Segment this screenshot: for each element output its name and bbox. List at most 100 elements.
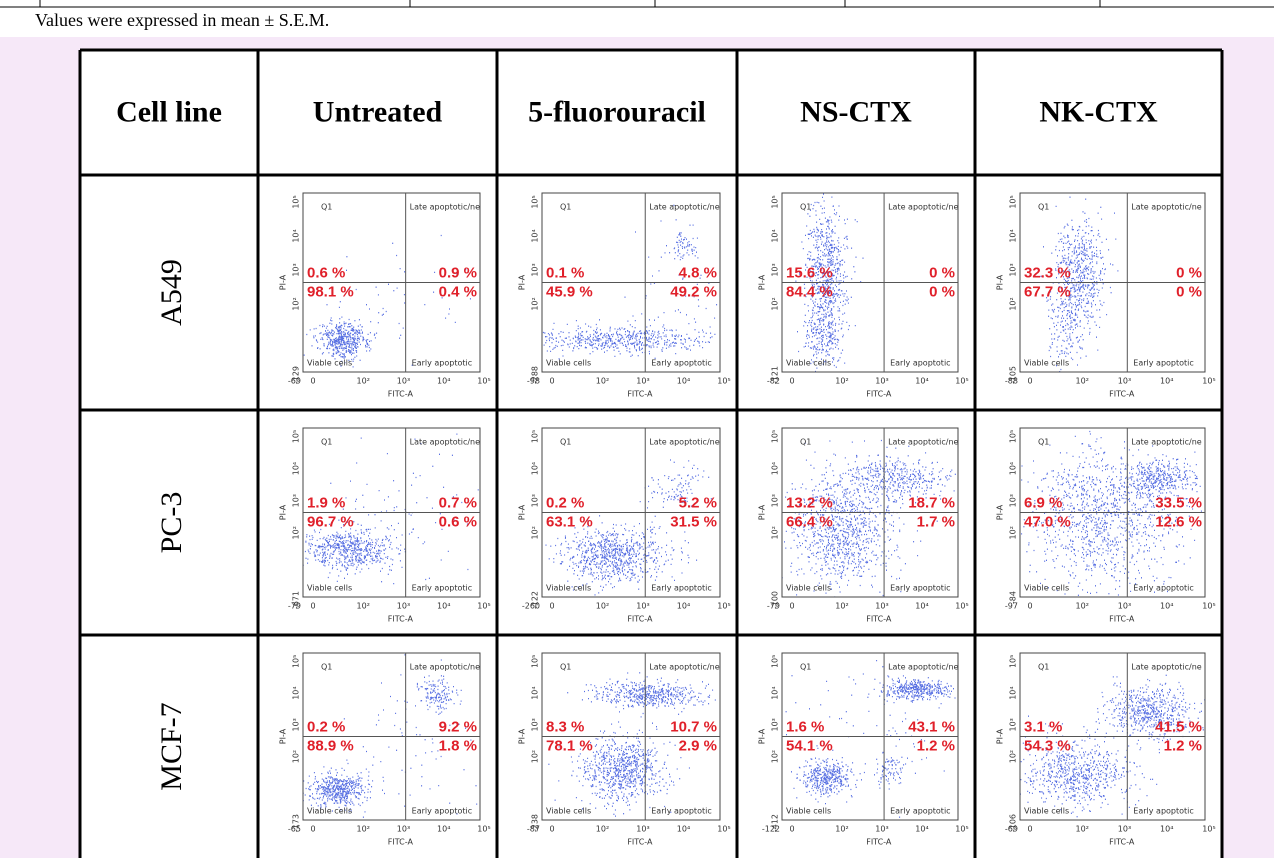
y-tick-label: 10⁵	[531, 655, 540, 668]
gate-label: Viable cells	[546, 359, 591, 368]
quadrant-percent: 0.1 %	[546, 264, 584, 281]
gate-label: Early apoptotic	[412, 359, 473, 368]
quadrant-percent: 4.8 %	[679, 264, 717, 281]
quadrant-percent: 0.2 %	[546, 494, 584, 511]
column-header: Untreated	[313, 95, 443, 128]
x-tick-label: 10⁴	[437, 825, 450, 834]
y-axis-label: PI-A	[518, 504, 527, 520]
y-tick-label: 10⁵	[771, 655, 780, 668]
x-tick-label: 10⁵	[955, 825, 968, 834]
quadrant-percent: 41.5 %	[1155, 718, 1202, 735]
x-tick-label: 10⁴	[437, 602, 450, 611]
quadrant-percent: 0 %	[1176, 283, 1202, 300]
x-tick-label: -69	[1005, 825, 1018, 834]
gate-label: Viable cells	[1024, 359, 1069, 368]
x-tick-label: 10²	[835, 602, 848, 611]
gate-label: Late apoptotic/ne	[649, 438, 719, 447]
x-tick-label: 10⁵	[477, 377, 490, 386]
x-tick-label: 0	[789, 377, 794, 386]
y-axis-label: PI-A	[758, 504, 767, 520]
x-tick-label: 10³	[397, 825, 410, 834]
y-tick-label: 10⁴	[292, 462, 301, 475]
x-axis-label: FITC-A	[627, 838, 653, 847]
x-tick-label: -69	[288, 377, 301, 386]
x-tick-label: 10²	[596, 602, 609, 611]
x-tick-label: 10²	[596, 825, 609, 834]
x-tick-label: 10³	[875, 377, 888, 386]
x-tick-label: 0	[1027, 377, 1032, 386]
y-tick-label: 10²	[531, 526, 540, 539]
caption: Values were expressed in mean ± S.E.M.	[35, 10, 329, 30]
gate-label: Viable cells	[786, 584, 831, 593]
x-tick-label: 10³	[397, 377, 410, 386]
gate-label: Viable cells	[1024, 807, 1069, 816]
x-tick-label: 10³	[1118, 602, 1131, 611]
gate-label: Early apoptotic	[890, 584, 951, 593]
x-tick-label: -98	[527, 377, 540, 386]
x-tick-label: 10⁵	[717, 377, 730, 386]
quadrant-percent: 33.5 %	[1155, 494, 1202, 511]
x-tick-label: 10⁴	[915, 825, 928, 834]
gate-label: Q1	[560, 438, 571, 447]
gate-label: Q1	[321, 663, 332, 672]
y-tick-label: 10²	[292, 750, 301, 763]
x-tick-label: -79	[767, 602, 780, 611]
gate-label: Q1	[800, 203, 811, 212]
gate-label: Late apoptotic/ne	[410, 438, 480, 447]
quadrant-percent: 63.1 %	[546, 513, 593, 530]
y-tick-label: 10²	[1009, 297, 1018, 310]
y-axis-label: PI-A	[279, 504, 288, 520]
quadrant-percent: 1.2 %	[1164, 737, 1202, 754]
gate-label: Late apoptotic/ne	[888, 203, 958, 212]
quadrant-percent: 12.6 %	[1155, 513, 1202, 530]
quadrant-percent: 31.5 %	[670, 513, 717, 530]
y-tick-label: 10⁵	[1009, 655, 1018, 668]
y-axis-label: PI-A	[518, 728, 527, 744]
x-tick-label: 10⁴	[677, 377, 690, 386]
gate-label: Late apoptotic/ne	[1131, 438, 1201, 447]
x-tick-label: 10³	[636, 602, 649, 611]
x-tick-label: 10⁴	[677, 825, 690, 834]
x-tick-label: 10⁴	[915, 602, 928, 611]
x-tick-label: 0	[549, 825, 554, 834]
x-tick-label: 10²	[357, 825, 370, 834]
row-label: A549	[155, 259, 188, 326]
gate-label: Early apoptotic	[651, 359, 712, 368]
x-tick-label: 10²	[357, 602, 370, 611]
quadrant-percent: 0.4 %	[439, 283, 477, 300]
x-tick-label: 10²	[835, 377, 848, 386]
document-figure: Values were expressed in mean ± S.E.M.Ce…	[0, 0, 1274, 858]
y-tick-label: 10³	[771, 263, 780, 276]
gate-label: Early apoptotic	[890, 359, 951, 368]
gate-label: Early apoptotic	[1133, 584, 1194, 593]
quadrant-percent: 3.1 %	[1024, 718, 1062, 735]
x-tick-label: 10⁴	[1160, 602, 1173, 611]
y-tick-label: 10²	[1009, 750, 1018, 763]
y-tick-label: 10³	[531, 494, 540, 507]
quadrant-percent: 5.2 %	[679, 494, 717, 511]
quadrant-percent: 6.9 %	[1024, 494, 1062, 511]
gate-label: Viable cells	[546, 807, 591, 816]
quadrant-percent: 0 %	[929, 283, 955, 300]
y-tick-label: 10⁵	[771, 430, 780, 443]
y-tick-label: 10²	[292, 297, 301, 310]
x-tick-label: 10³	[636, 825, 649, 834]
x-tick-label: 10²	[357, 377, 370, 386]
y-tick-label: 10⁴	[771, 686, 780, 699]
quadrant-percent: 47.0 %	[1024, 513, 1071, 530]
y-tick-label: 10⁴	[292, 686, 301, 699]
y-tick-label: 10³	[1009, 494, 1018, 507]
quadrant-percent: 15.6 %	[786, 264, 833, 281]
y-tick-label: 10⁴	[771, 229, 780, 242]
y-tick-label: 10⁴	[531, 229, 540, 242]
x-tick-label: 0	[310, 602, 315, 611]
quadrant-percent: 0 %	[1176, 264, 1202, 281]
y-tick-label: 10⁴	[1009, 229, 1018, 242]
quadrant-percent: 10.7 %	[670, 718, 717, 735]
gate-label: Viable cells	[1024, 584, 1069, 593]
quadrant-percent: 54.1 %	[786, 737, 833, 754]
gate-label: Q1	[800, 438, 811, 447]
x-tick-label: 10²	[1076, 377, 1089, 386]
column-header: NS-CTX	[800, 95, 912, 128]
gate-label: Early apoptotic	[1133, 807, 1194, 816]
